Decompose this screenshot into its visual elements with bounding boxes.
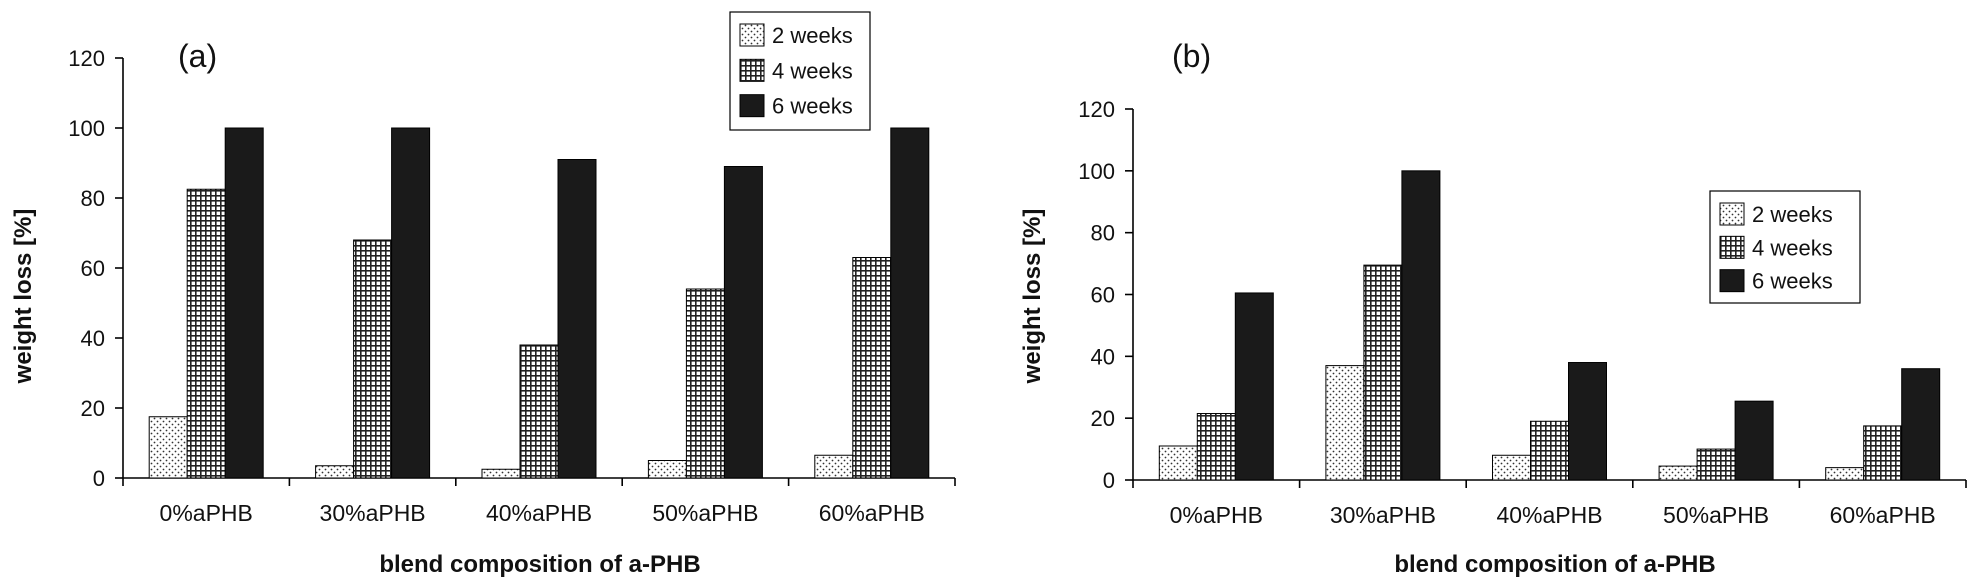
x-category-label: 40%aPHB [1496, 502, 1602, 528]
bar [647, 460, 687, 479]
x-category-label: 40%aPHB [486, 500, 592, 526]
bars-a [148, 127, 930, 479]
y-tick-label: 40 [1091, 344, 1115, 369]
y-tick-label: 20 [81, 396, 105, 421]
x-category-label: 0%aPHB [1170, 502, 1263, 528]
bar [1530, 420, 1569, 481]
y-axis-title-b: weight loss [%] [1019, 209, 1046, 385]
y-axis-title-a: weight loss [%] [10, 209, 37, 385]
legend-label: 2 weeks [1752, 202, 1833, 227]
axes-a: 0 20 40 60 80 100 120 0%aPHB 30%aPHB 40%aPHB 50%aP… [68, 46, 956, 526]
bar [1734, 400, 1774, 481]
x-category-label: 30%aPHB [320, 500, 426, 526]
y-tick-label: 120 [68, 46, 105, 71]
y-tick-label: 120 [1078, 97, 1115, 122]
legend-label: 4 weeks [772, 58, 853, 83]
legend-swatch [1719, 269, 1745, 293]
bar [391, 127, 431, 479]
legend-swatch [739, 58, 765, 82]
y-tick-label: 100 [1078, 159, 1115, 184]
y-tick-label: 80 [81, 186, 105, 211]
bar [1234, 292, 1274, 481]
y-tick-label: 40 [81, 326, 105, 351]
chart-panel-b: (b) weight loss [%] blend composition of… [1019, 38, 1967, 578]
y-tick-label: 100 [68, 116, 105, 141]
x-category-label: 0%aPHB [160, 500, 253, 526]
bar [685, 288, 725, 479]
bar [852, 257, 892, 479]
bar [1696, 448, 1736, 481]
axes-b: 0 20 40 60 80 100 120 0%aPHB 30%aPHB 40%aPHB 50%aP… [1078, 97, 1967, 528]
y-tick-label: 20 [1091, 406, 1115, 431]
x-axis-title-a: blend composition of a-PHB [379, 551, 700, 578]
bar [1492, 454, 1531, 481]
x-category-label: 50%aPHB [1663, 502, 1769, 528]
bar [1196, 413, 1236, 481]
legend-swatch [1719, 202, 1745, 226]
y-tick-label: 60 [81, 256, 105, 281]
y-tick-label: 60 [1091, 283, 1115, 308]
bar [148, 416, 188, 479]
bar [1363, 264, 1403, 481]
bar [1325, 365, 1365, 481]
bar [315, 465, 355, 479]
bar [1401, 170, 1441, 481]
bar [814, 454, 854, 479]
bar [1658, 465, 1698, 481]
y-tick-label: 80 [1091, 221, 1115, 246]
bar [557, 159, 597, 479]
chart-panel-a: (a) weight loss [%] blend composition of… [10, 11, 956, 578]
legend-swatch [739, 94, 765, 118]
x-category-label: 30%aPHB [1330, 502, 1436, 528]
bar [1158, 445, 1198, 481]
bar [1825, 467, 1865, 481]
legend-b: 2 weeks 4 weeks 6 weeks [1709, 190, 1861, 304]
x-category-label: 50%aPHB [652, 500, 758, 526]
y-tick-label: 0 [1103, 468, 1115, 493]
panel-label-a: (a) [178, 38, 217, 74]
legend-swatch [1719, 235, 1745, 259]
legend-label: 2 weeks [772, 23, 853, 48]
bar [186, 188, 226, 479]
legend-label: 6 weeks [772, 94, 853, 119]
x-category-label: 60%aPHB [819, 500, 925, 526]
x-category-label: 60%aPHB [1830, 502, 1936, 528]
bar [1568, 362, 1607, 481]
panel-label-b: (b) [1172, 38, 1211, 74]
bar [353, 239, 393, 479]
legend-swatch [739, 23, 765, 47]
x-axis-title-b: blend composition of a-PHB [1394, 551, 1715, 578]
bar [519, 344, 559, 479]
legend-label: 6 weeks [1752, 269, 1833, 294]
bar [1901, 368, 1941, 481]
legend-a: 2 weeks 4 weeks 6 weeks [729, 11, 871, 131]
bar [224, 127, 264, 479]
bar [481, 468, 521, 479]
bar [723, 166, 763, 479]
bar [1863, 425, 1903, 481]
y-tick-label: 0 [93, 466, 105, 491]
legend-label: 4 weeks [1752, 235, 1833, 260]
bars-b [1158, 170, 1941, 481]
bar [890, 127, 930, 479]
